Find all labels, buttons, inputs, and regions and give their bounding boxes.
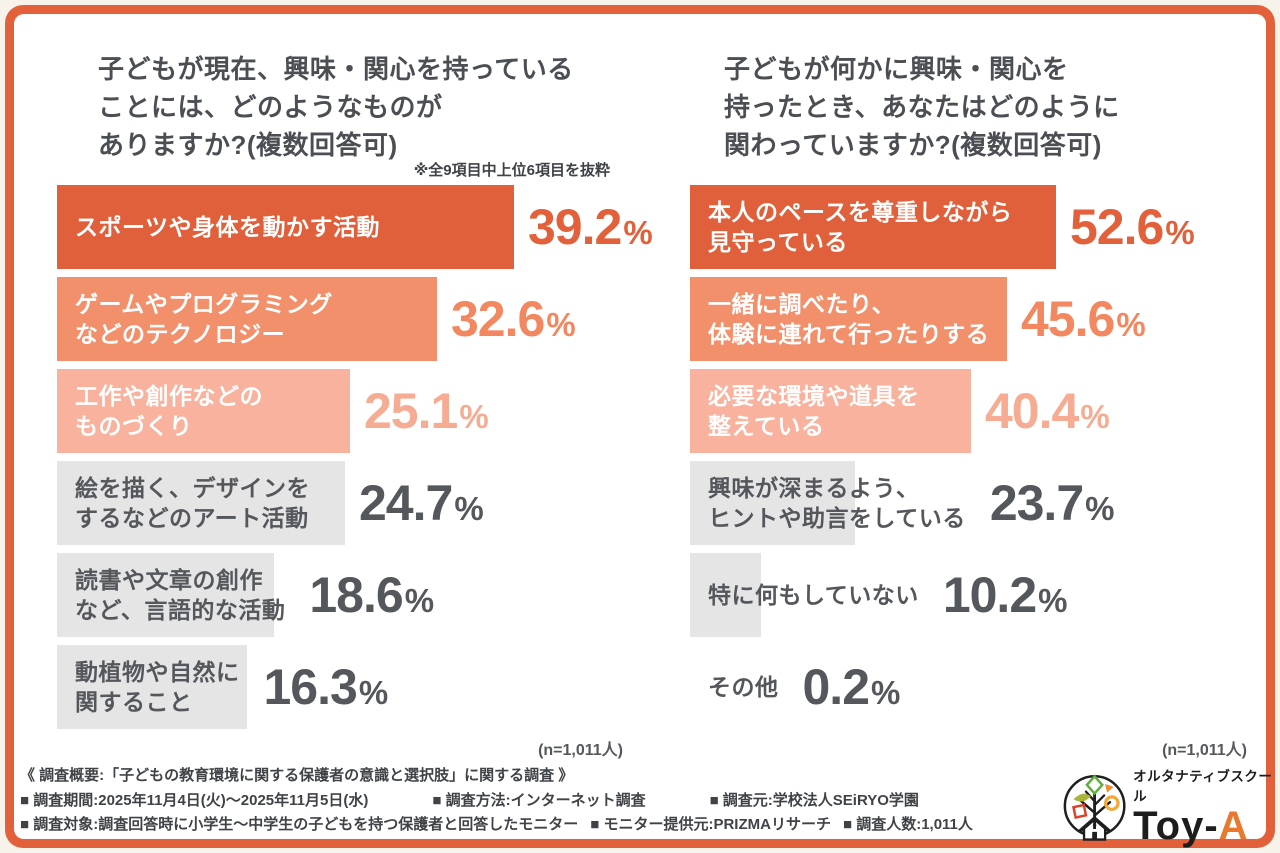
bar-row: 一緒に調べたり、 体験に連れて行ったりする 45.6% (690, 277, 1265, 361)
survey-detail-item: ■ 調査元:学校法人SEiRYO学園 (709, 792, 919, 809)
logo-text: オルタナティブスクール Toy-A (1133, 765, 1280, 847)
bar-row: 特に何もしていない 10.2% (690, 553, 1265, 637)
bar-value-label: 32.6% (451, 291, 576, 347)
bar-category-label: 興味が深まるよう、 ヒントや助言をしている (708, 475, 966, 531)
bar-fill (57, 553, 274, 637)
bar: その他 (690, 645, 789, 729)
survey-detail-item: ■ 調査方法:インターネット調査 (432, 792, 646, 809)
logo-brand-suffix: A (1218, 804, 1249, 848)
bar: 絵を描く、デザインを するなどのアート活動 (57, 461, 345, 545)
bar-value-label: 10.2% (942, 567, 1068, 623)
bar: 本人のペースを尊重しながら 見守っている (690, 185, 1056, 269)
bar-value-label: 16.3% (263, 659, 389, 715)
bar-category-label: 一緒に調べたり、 体験に連れて行ったりする (708, 291, 990, 347)
bar-category-label: 本人のペースを尊重しながら 見守っている (708, 199, 1013, 255)
bar-row: 動植物や自然に 関すること 16.3% (57, 645, 677, 729)
bar-row: ゲームやプログラミング などのテクノロジー 32.6% (57, 277, 677, 361)
bar-category-label: ゲームやプログラミング などのテクノロジー (75, 291, 333, 347)
survey-detail-item: ■ 調査人数:1,011人 (842, 816, 973, 833)
bar-value-label: 23.7% (989, 475, 1115, 531)
bar: スポーツや身体を動かす活動 (57, 185, 514, 269)
bar-fill (690, 369, 971, 453)
bar: 必要な環境や道具を 整えている (690, 369, 971, 453)
bar-value-label: 18.6% (309, 567, 434, 623)
survey-detail-item: ■ 調査対象:調査回答時に小学生〜中学生の子どもを持つ保護者と回答したモニター (20, 816, 579, 833)
bar: ゲームやプログラミング などのテクノロジー (57, 277, 437, 361)
bar: 一緒に調べたり、 体験に連れて行ったりする (690, 277, 1007, 361)
bar-row: 工作や創作などの ものづくり 25.1% (57, 369, 677, 453)
right-bar-chart: 本人のペースを尊重しながら 見守っている 52.6% 一緒に調べたり、 体験に連れて… (690, 185, 1265, 737)
bar-row: 読書や文章の創作 など、言語的な活動 18.6% (57, 553, 677, 637)
bar-value-label: 45.6% (1021, 291, 1146, 347)
bar-fill (57, 277, 437, 361)
bar-row: 必要な環境や道具を 整えている 40.4% (690, 369, 1265, 453)
survey-details-line-2: ■ 調査対象:調査回答時に小学生〜中学生の子どもを持つ保護者と回答したモニター ■… (20, 813, 973, 834)
right-chart-title: 子どもが何かに興味・関心を 持ったとき、あなたはどのように 関わっていますか?(… (724, 54, 1120, 160)
bar-category-label: 特に何もしていない (708, 582, 919, 608)
bar-row: 絵を描く、デザインを するなどのアート活動 24.7% (57, 461, 677, 545)
left-sample-size-label: (n=1,011人) (538, 742, 623, 759)
right-sample-size-label: (n=1,011人) (1162, 742, 1247, 759)
bar-category-label: 工作や創作などの ものづくり (75, 383, 263, 439)
bar-value-label: 52.6% (1070, 199, 1195, 255)
bar-row: 興味が深まるよう、 ヒントや助言をしている 23.7% (690, 461, 1265, 545)
bar-category-label: スポーツや身体を動かす活動 (75, 214, 381, 240)
survey-detail-item: ■ モニター提供元:PRIZMAリサーチ (590, 816, 831, 833)
tree-school-logo-icon (1063, 774, 1126, 841)
bar-row: その他 0.2% (690, 645, 1265, 729)
bar-category-label: 動植物や自然に 関すること (75, 659, 240, 715)
toy-a-logo: オルタナティブスクール Toy-A (1062, 765, 1280, 847)
bar-value-label: 25.1% (364, 383, 489, 439)
left-bar-chart: スポーツや身体を動かす活動 39.2% ゲームやプログラミング などのテクノロジー 3… (57, 185, 677, 737)
bar-row: スポーツや身体を動かす活動 39.2% (57, 185, 677, 269)
bar-category-label: その他 (708, 674, 779, 700)
bar: 読書や文章の創作 など、言語的な活動 (57, 553, 295, 637)
bar-value-label: 39.2% (528, 199, 653, 255)
bar: 興味が深まるよう、 ヒントや助言をしている (690, 461, 976, 545)
bar: 動植物や自然に 関すること (57, 645, 250, 729)
logo-school-type-label: オルタナティブスクール (1133, 769, 1273, 804)
bar-fill (57, 369, 350, 453)
left-chart-title: 子どもが現在、興味・関心を持っている ことには、どのようなものが ありますか?(… (98, 54, 574, 160)
bar-value-label: 24.7% (359, 475, 484, 531)
logo-brand-prefix: Toy- (1133, 804, 1219, 848)
bar-fill (690, 185, 1056, 269)
bar-value-label: 40.4% (985, 383, 1110, 439)
logo-brand-name: Toy-A (1133, 805, 1280, 847)
survey-details-line-1: ■ 調査期間:2025年11月4日(火)〜2025年11月5日(水) ■ 調査方法… (20, 789, 919, 810)
survey-detail-item: ■ 調査期間:2025年11月4日(火)〜2025年11月5日(水) (20, 792, 369, 809)
bar-row: 本人のペースを尊重しながら 見守っている 52.6% (690, 185, 1265, 269)
bar: 工作や創作などの ものづくり (57, 369, 350, 453)
bar-value-label: 0.2% (802, 659, 901, 715)
bar-fill (690, 461, 855, 545)
bar-fill (57, 461, 345, 545)
left-chart-note: ※全9項目中上位6項目を抜粋 (413, 162, 610, 179)
bar-fill (57, 645, 247, 729)
bar-fill (690, 553, 761, 637)
survey-overview-heading: 《 調査概要:「子どもの教育環境に関する保護者の意識と選択肢」に関する調査 》 (20, 767, 574, 784)
bar-category-label: 必要な環境や道具を 整えている (708, 383, 920, 439)
bar-category-label: 読書や文章の創作 など、言語的な活動 (75, 567, 286, 623)
bar-fill (690, 277, 1007, 361)
bar-fill (57, 185, 514, 269)
bar-category-label: 絵を描く、デザインを するなどのアート活動 (75, 475, 310, 531)
bar: 特に何もしていない (690, 553, 929, 637)
